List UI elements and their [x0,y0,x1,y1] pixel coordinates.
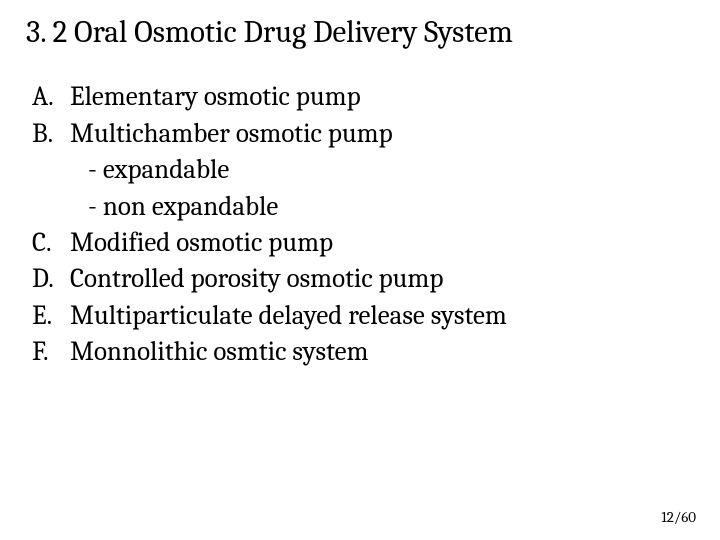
list-text: Modified osmotic pump [70,225,694,261]
slide: 3. 2 Oral Osmotic Drug Delivery System A… [0,0,720,540]
sub-list-item: - expandable [88,152,694,188]
list-text: Elementary osmotic pump [70,79,694,115]
sub-list-item: - non expandable [88,189,694,225]
list-text: Multichamber osmotic pump [70,116,694,152]
list-marker: D. [32,261,70,297]
page-number: 12/60 [661,508,696,526]
list-text: Multiparticulate delayed release system [70,298,694,334]
slide-title: 3. 2 Oral Osmotic Drug Delivery System [26,14,694,51]
list-marker: B. [32,116,70,152]
list-item: C. Modified osmotic pump [32,225,694,261]
list-marker: C. [32,225,70,261]
list-marker: F. [32,334,70,370]
list-marker: E. [32,298,70,334]
list-item: E. Multiparticulate delayed release syst… [32,298,694,334]
list-marker: A. [32,79,70,115]
list-item: B. Multichamber osmotic pump [32,116,694,152]
list-text: Monnolithic osmtic system [70,334,694,370]
main-list-continued: C. Modified osmotic pump D. Controlled p… [26,225,694,371]
list-text: Controlled porosity osmotic pump [70,261,694,297]
list-item: A. Elementary osmotic pump [32,79,694,115]
sub-list: - expandable - non expandable [26,152,694,225]
list-item: F. Monnolithic osmtic system [32,334,694,370]
main-list: A. Elementary osmotic pump B. Multichamb… [26,79,694,152]
list-item: D. Controlled porosity osmotic pump [32,261,694,297]
